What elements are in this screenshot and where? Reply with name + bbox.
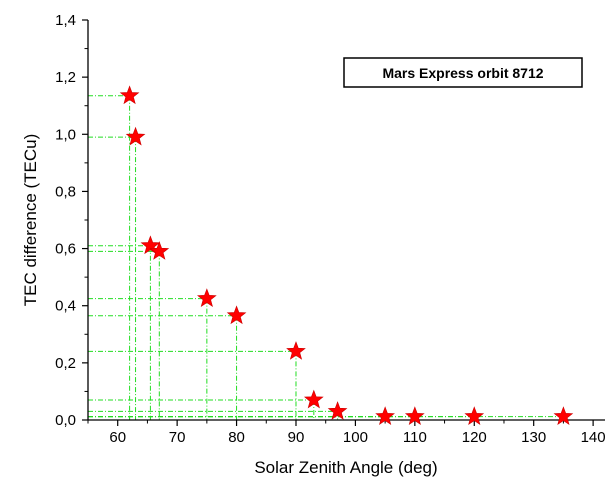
data-point-star bbox=[119, 85, 140, 105]
data-point-star bbox=[375, 406, 395, 425]
x-tick-label: 100 bbox=[343, 429, 368, 446]
y-tick-label: 1,4 bbox=[55, 12, 76, 29]
y-tick-label: 0,4 bbox=[55, 298, 76, 315]
x-tick-label: 120 bbox=[462, 429, 487, 446]
data-markers bbox=[119, 85, 574, 425]
data-point-star bbox=[125, 126, 146, 146]
x-tick-label: 110 bbox=[403, 429, 427, 446]
data-point-star bbox=[140, 235, 161, 255]
data-point-star bbox=[226, 305, 247, 325]
y-axis-title: TEC difference (TECu) bbox=[21, 134, 40, 307]
y-tick-label: 0,2 bbox=[55, 355, 76, 372]
legend-box bbox=[343, 57, 583, 88]
x-tick-label: 140 bbox=[581, 429, 606, 446]
y-tick-label: 1,0 bbox=[55, 126, 76, 143]
legend-label: Mars Express orbit 8712 bbox=[382, 65, 543, 81]
y-tick-label: 1,2 bbox=[55, 69, 76, 86]
data-point-star bbox=[149, 241, 170, 260]
ticks: 60 70 80 90 100 110 120 130 140 0,0 0,2 0,4 0,6 0,8 1,… bbox=[55, 12, 605, 446]
data-point-star bbox=[197, 288, 217, 307]
data-point-star bbox=[286, 341, 306, 360]
data-point-star bbox=[404, 406, 425, 425]
data-point-star bbox=[464, 406, 485, 425]
x-tick-label: 70 bbox=[169, 429, 186, 446]
data-point-star bbox=[553, 406, 574, 425]
x-tick-label: 80 bbox=[228, 429, 245, 446]
guide-lines bbox=[88, 95, 564, 420]
data-point-star bbox=[327, 401, 348, 420]
y-tick-label: 0,0 bbox=[55, 412, 76, 429]
x-tick-label: 130 bbox=[521, 429, 546, 446]
y-tick-label: 0,8 bbox=[55, 183, 76, 200]
x-tick-label: 60 bbox=[109, 429, 126, 446]
legend: Mars Express orbit 8712 bbox=[343, 57, 583, 88]
x-axis-title: Solar Zenith Angle (deg) bbox=[254, 458, 437, 477]
y-tick-label: 0,6 bbox=[55, 241, 76, 258]
data-point-star bbox=[303, 389, 324, 409]
x-tick-label: 90 bbox=[288, 429, 305, 446]
